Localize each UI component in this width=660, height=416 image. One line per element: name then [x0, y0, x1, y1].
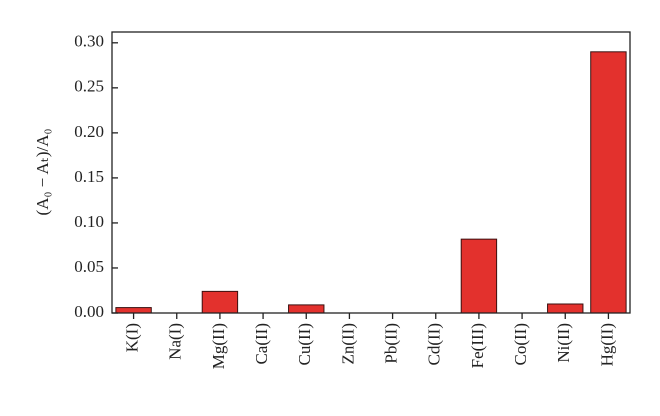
bar [201, 290, 239, 314]
y-tick-label: 0.00 [74, 302, 104, 321]
y-tick-label: 0.15 [74, 167, 104, 186]
bar [547, 303, 584, 314]
bar [460, 238, 498, 314]
bar [115, 307, 152, 314]
x-tick-label: Ni(II) [554, 323, 573, 363]
y-tick-label: 0.05 [74, 257, 104, 276]
x-tick-label: Pb(II) [381, 323, 400, 364]
x-tick-label: Ca(II) [252, 323, 271, 365]
y-tick-label: 0.10 [74, 212, 104, 231]
x-tick-label: Cd(II) [425, 323, 444, 365]
bar [288, 304, 325, 314]
plot-frame [111, 31, 631, 314]
x-tick-label: Mg(II) [209, 323, 228, 369]
x-tick-label: Zn(II) [338, 323, 357, 365]
x-tick-label: K(I) [122, 323, 141, 352]
bar [590, 51, 627, 314]
x-tick-label: Cu(II) [295, 323, 314, 365]
y-axis-label: (A₀ − Aₜ)/A₀ [33, 128, 52, 215]
x-tick-label: Na(I) [166, 323, 185, 360]
x-tick-label: Fe(III) [468, 323, 487, 368]
y-tick-label: 0.20 [74, 122, 104, 141]
y-tick-label: 0.25 [74, 77, 104, 96]
x-tick-label: Hg(II) [597, 323, 616, 366]
y-tick-label: 0.30 [74, 32, 104, 51]
x-tick-label: Co(II) [511, 323, 530, 365]
